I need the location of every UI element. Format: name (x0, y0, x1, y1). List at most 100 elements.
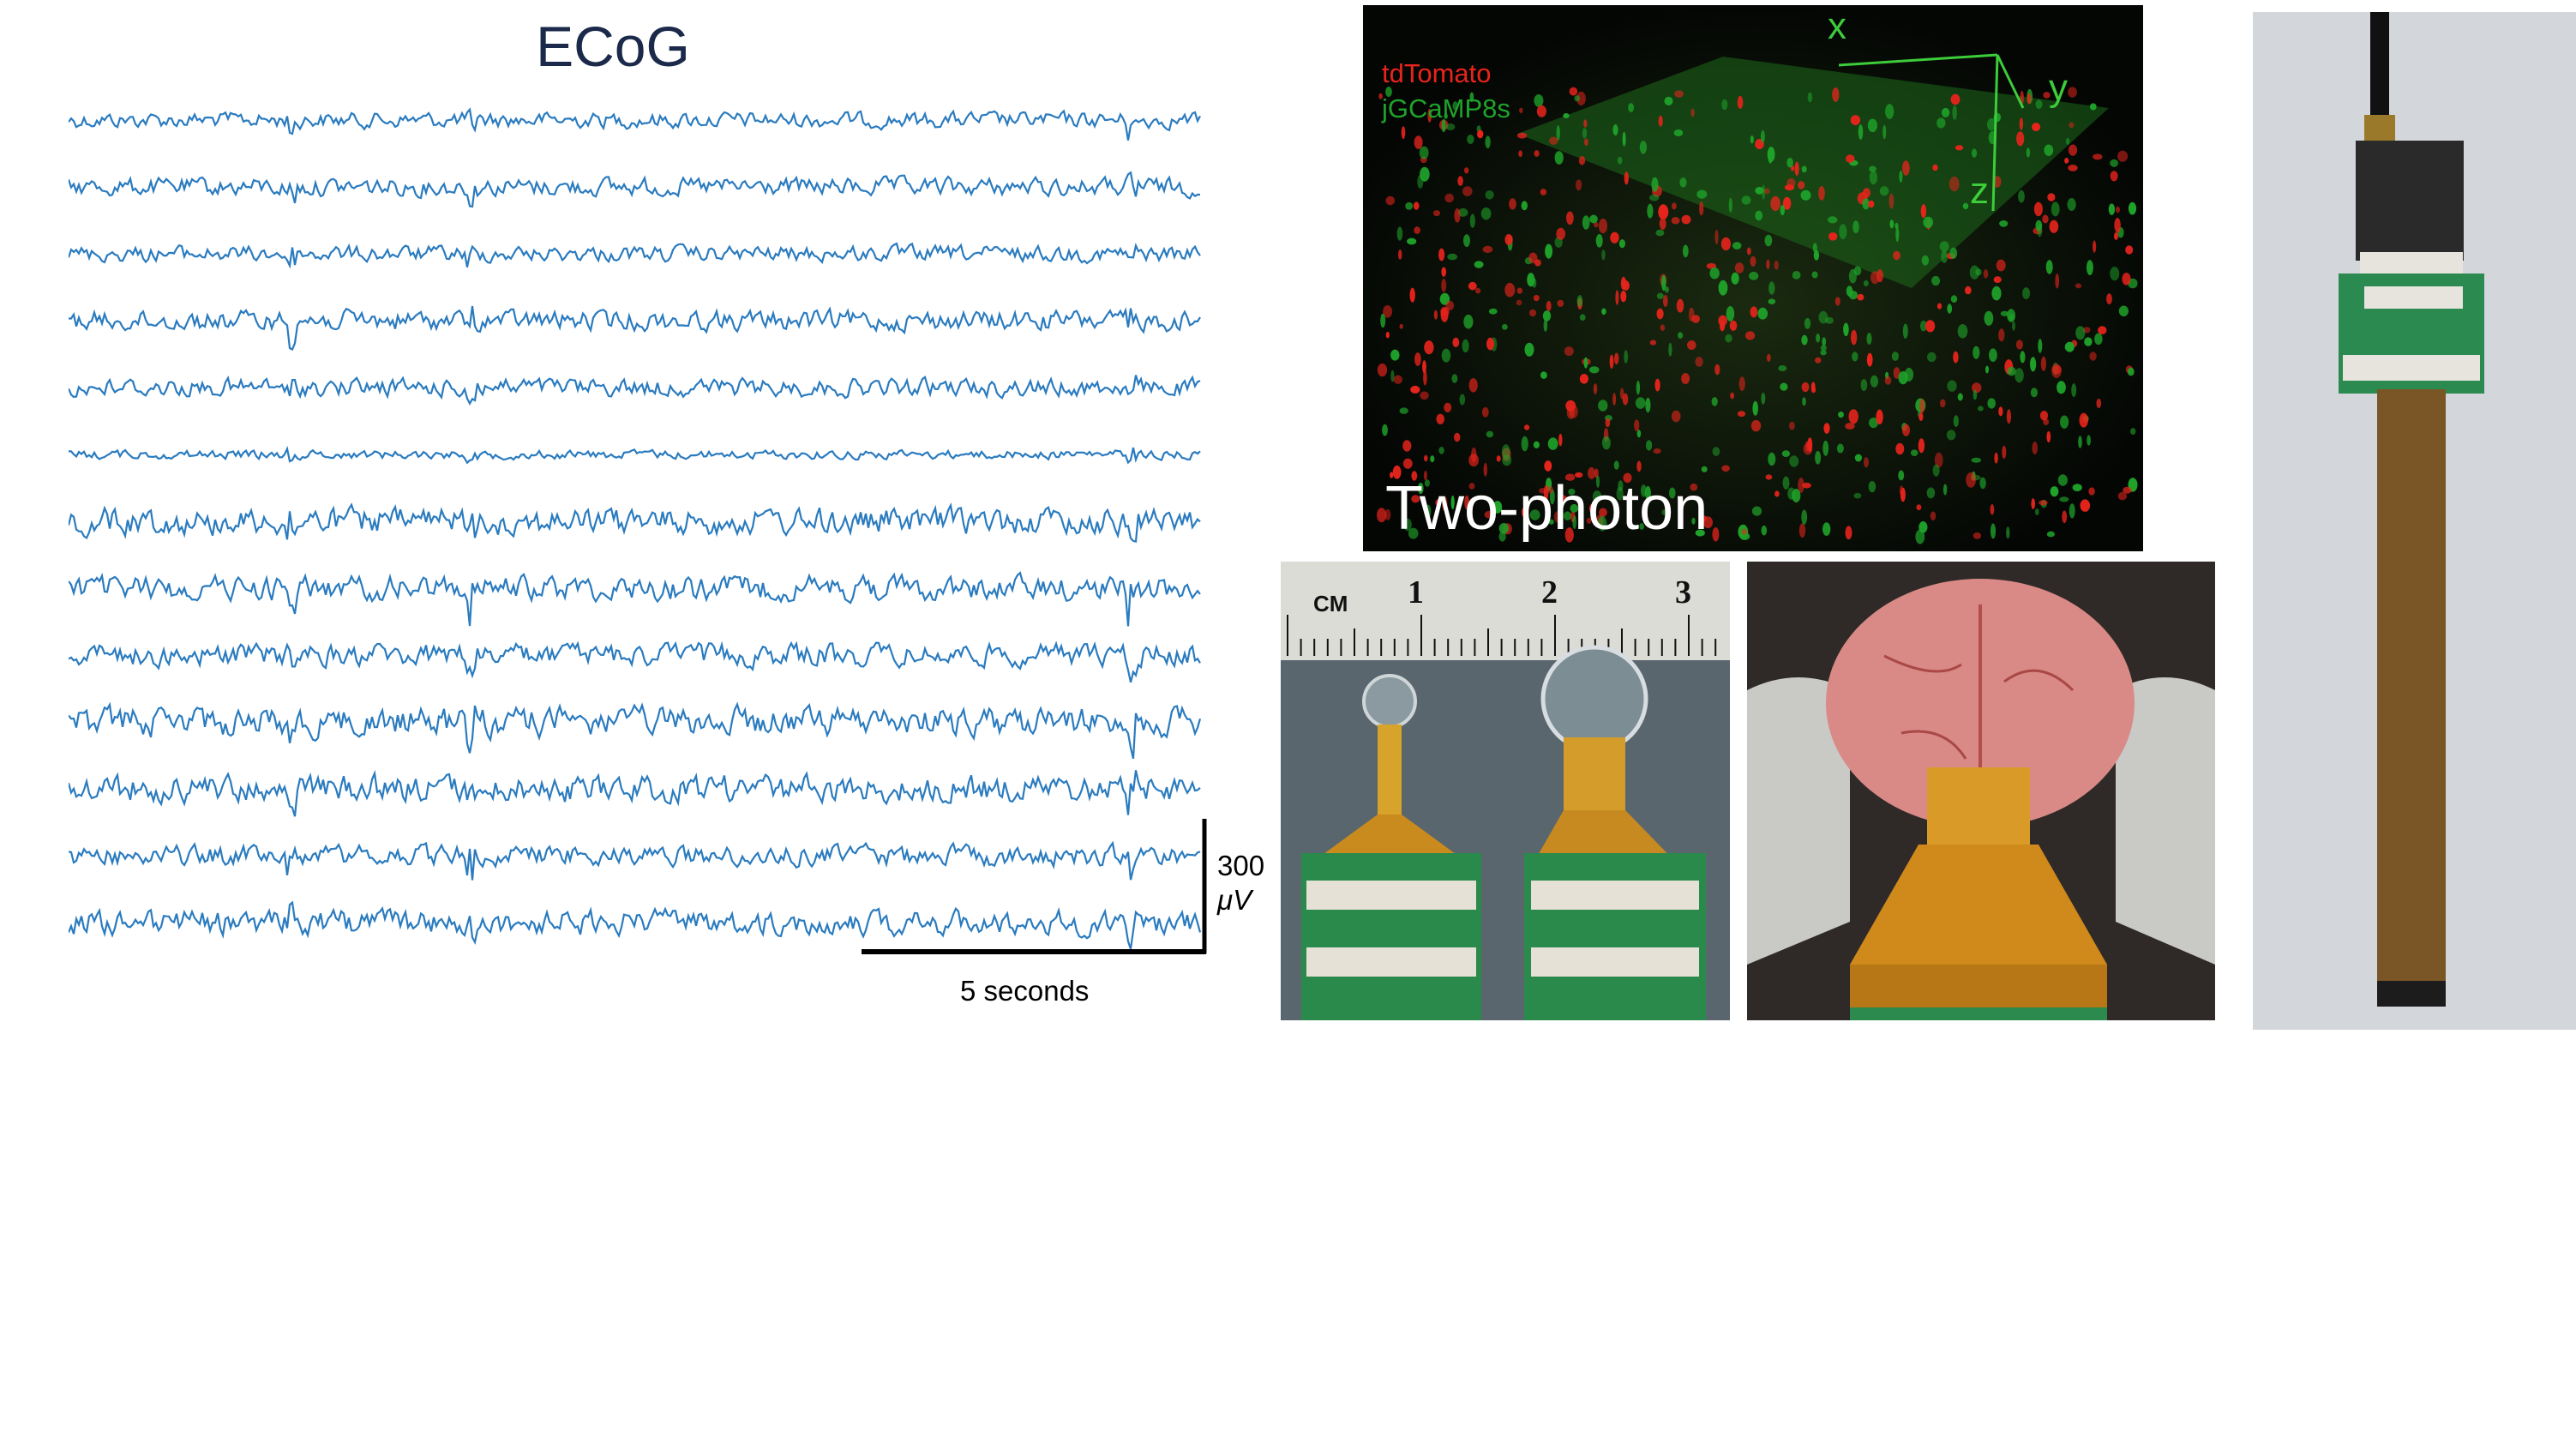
ecog-array-large (1524, 645, 1706, 1020)
cell-dot (1579, 314, 1586, 322)
cell-dot (1534, 94, 1544, 107)
cell-dot (1985, 365, 1989, 374)
cell-dot (1576, 91, 1586, 105)
cell-dot (1438, 248, 1445, 262)
cell-dot (1996, 259, 2006, 272)
axis-label-x: x (1828, 5, 1846, 47)
cell-dot (1385, 195, 1396, 206)
cell-dot (1867, 118, 1877, 133)
cell-dot (2089, 352, 2097, 361)
cell-dot (1994, 452, 1998, 464)
cell-dot (2030, 357, 2037, 372)
cell-dot (1823, 423, 1830, 434)
cell-dot (2123, 486, 2132, 494)
cell-dot (1569, 87, 1578, 96)
cell-dot (1782, 476, 1790, 490)
cell-dot (1813, 250, 1820, 261)
cell-dot (1815, 450, 1822, 465)
ecog-channel-trace (69, 769, 1201, 817)
cell-dot (1582, 128, 1588, 139)
cell-dot (2060, 415, 2069, 429)
cell-dot (1725, 334, 1732, 343)
cell-dot (1822, 337, 1827, 346)
cell-dot (1973, 389, 1978, 400)
cell-dot (1578, 156, 1586, 165)
cell-dot (1440, 307, 1449, 322)
cell-dot (1385, 332, 1390, 339)
cell-dot (1398, 250, 1402, 260)
cell-dot (1971, 457, 1982, 463)
cell-dot (1848, 409, 1858, 424)
cell-dot (1852, 352, 1858, 362)
cell-dot (2039, 500, 2048, 506)
cell-dot (1654, 378, 1660, 392)
cell-dot (1918, 521, 1928, 533)
cell-dot (1969, 265, 1980, 280)
cell-dot (1899, 485, 1904, 496)
cell-dot (1540, 189, 1547, 195)
cell-dot (1612, 124, 1618, 135)
cell-dot (2106, 293, 2112, 304)
cell-dot (2035, 508, 2039, 515)
cell-dot (1564, 346, 1574, 357)
implanted-brain-photo (1747, 562, 2215, 1020)
cell-dot (1464, 495, 1469, 510)
cell-dot (1718, 280, 1728, 296)
cell-dot (1862, 188, 1870, 198)
cell-dot (1868, 200, 1875, 208)
cell-dot (2052, 365, 2062, 375)
cell-dot (1614, 352, 1619, 365)
cell-dot (1838, 412, 1844, 418)
cell-dot (1850, 115, 1861, 126)
cell-dot (1624, 171, 1629, 185)
legend-jgcamp8s: jGCaMP8s (1382, 93, 1510, 123)
cell-dot (1624, 350, 1629, 364)
cell-dot (1889, 219, 1894, 229)
cell-dot (1721, 465, 1730, 472)
cell-dot (1534, 259, 1541, 267)
cell-dot (1668, 342, 1672, 357)
cell-dot (1801, 165, 1807, 173)
cell-dot (1932, 164, 1938, 171)
cell-dot (1617, 156, 1623, 165)
cell-dot (2019, 117, 2024, 130)
cell-dot (1839, 224, 1847, 239)
cell-dot (1390, 370, 1395, 382)
cell-dot (1385, 87, 1392, 97)
cell-dot (1765, 474, 1773, 480)
cell-dot (1546, 300, 1552, 311)
cell-dot (1745, 331, 1756, 340)
cell-dot (1726, 306, 1735, 322)
cell-dot (1768, 452, 1776, 466)
cell-dot (1750, 135, 1754, 144)
ruler (1281, 562, 1730, 660)
axis-label-y: y (2049, 67, 2068, 109)
cell-dot (1818, 310, 1828, 324)
cell-dot (1904, 367, 1914, 382)
ecog-channel-trace (69, 640, 1201, 683)
cell-dot (2125, 245, 2134, 255)
cell-dot (1444, 113, 1448, 119)
cell-dot (1543, 484, 1549, 501)
cell-dot (1518, 150, 1522, 158)
cell-dot (1845, 526, 1852, 540)
cell-dot (1993, 276, 2002, 283)
cell-dot (1681, 373, 1690, 384)
cell-dot (2064, 341, 2075, 352)
cell-dot (1853, 492, 1862, 499)
ruler-unit: CM (1313, 591, 1348, 616)
cell-dot (1582, 215, 1590, 230)
cell-dot (1544, 460, 1552, 472)
cell-dot (1481, 406, 1489, 418)
cell-dot (2079, 412, 2088, 428)
cell-dot (1738, 376, 1745, 392)
cell-dot (1760, 129, 1765, 143)
ecog-traces (69, 107, 1207, 954)
cell-dot (1750, 306, 1758, 318)
cell-dot (1576, 295, 1583, 307)
cell-dot (1876, 269, 1883, 283)
cell-dot (1441, 118, 1446, 133)
cell-dot (2068, 87, 2077, 98)
cell-dot (2075, 283, 2082, 289)
cell-dot (1757, 307, 1768, 320)
